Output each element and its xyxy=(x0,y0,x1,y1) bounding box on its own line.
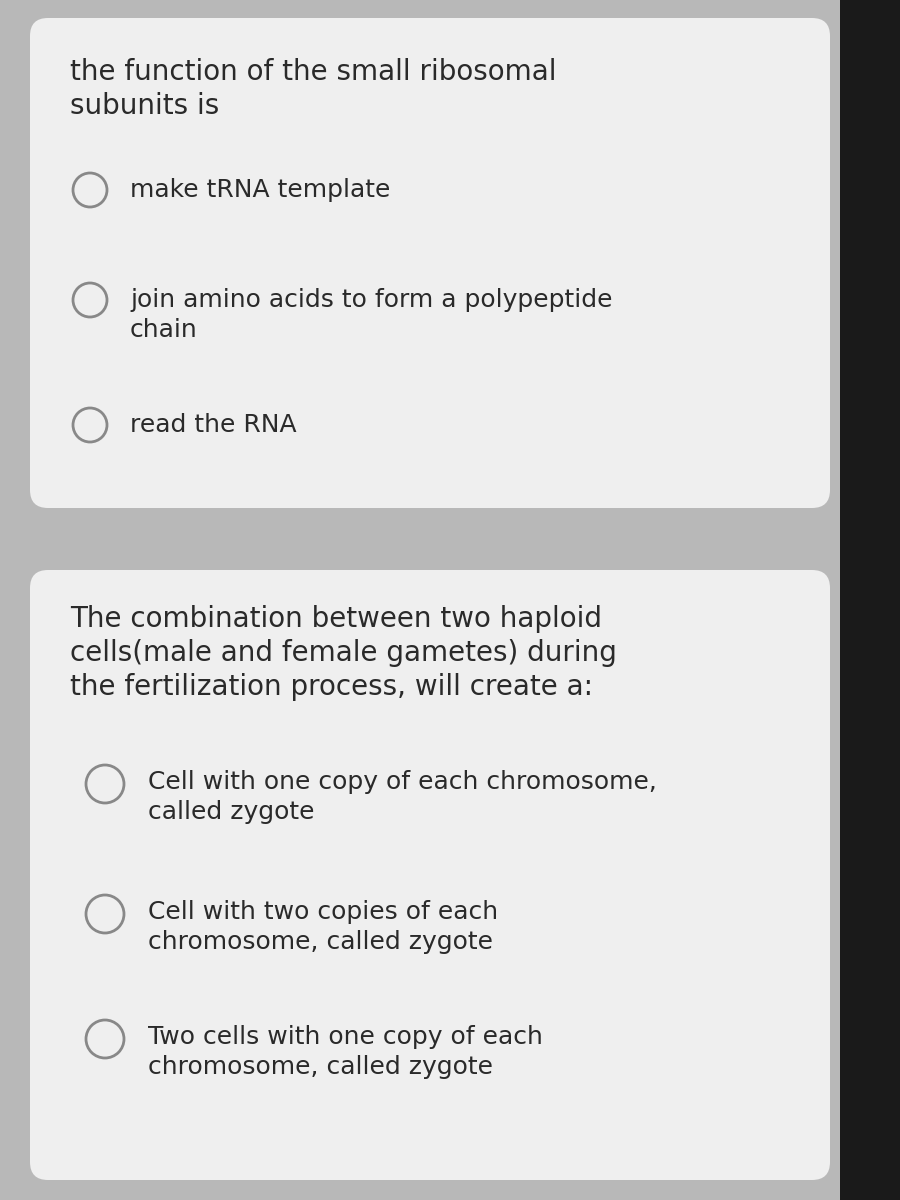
Text: cells(male and female gametes) during: cells(male and female gametes) during xyxy=(70,638,617,667)
Text: subunits is: subunits is xyxy=(70,92,220,120)
Text: chromosome, called zygote: chromosome, called zygote xyxy=(148,1055,493,1079)
Text: join amino acids to form a polypeptide: join amino acids to form a polypeptide xyxy=(130,288,613,312)
Text: the fertilization process, will create a:: the fertilization process, will create a… xyxy=(70,673,593,701)
Text: read the RNA: read the RNA xyxy=(130,413,297,437)
Text: Cell with one copy of each chromosome,: Cell with one copy of each chromosome, xyxy=(148,770,657,794)
Text: Two cells with one copy of each: Two cells with one copy of each xyxy=(148,1025,543,1049)
FancyBboxPatch shape xyxy=(30,18,830,508)
Text: the function of the small ribosomal: the function of the small ribosomal xyxy=(70,58,556,86)
Bar xyxy=(840,0,900,1200)
Text: The combination between two haploid: The combination between two haploid xyxy=(70,605,602,634)
Text: make tRNA template: make tRNA template xyxy=(130,178,391,202)
Text: chain: chain xyxy=(130,318,198,342)
FancyBboxPatch shape xyxy=(30,570,830,1180)
Text: called zygote: called zygote xyxy=(148,800,314,824)
Text: Cell with two copies of each: Cell with two copies of each xyxy=(148,900,498,924)
Text: chromosome, called zygote: chromosome, called zygote xyxy=(148,930,493,954)
